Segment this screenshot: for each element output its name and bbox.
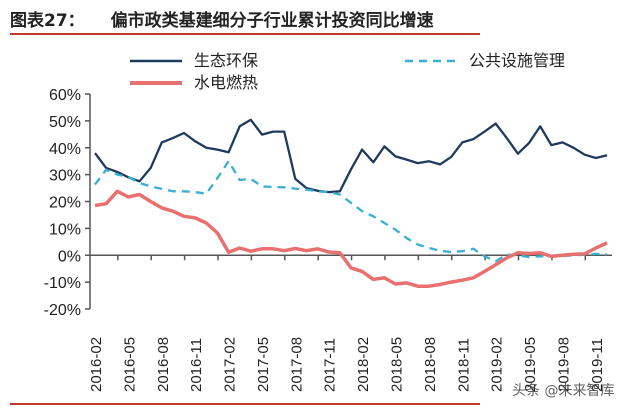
y-tick-label: 50% [49,114,81,131]
y-tick-label: -10% [44,275,81,292]
x-tick-label: 2016-02 [88,337,105,392]
y-tick-label: 60% [49,87,81,104]
y-tick-label: 0% [58,248,81,265]
x-tick-label: 2018-08 [422,337,439,392]
x-tick-label: 2018-02 [355,337,372,392]
x-tick-label: 2018-11 [455,338,472,392]
x-tick-label: 2017-05 [255,337,272,392]
title-rule [10,33,480,35]
x-tick-label: 2017-08 [288,337,305,392]
x-tick-label: 2016-08 [155,337,172,392]
watermark: 头条 @未来智库 [512,383,615,399]
y-tick-label: 30% [49,168,81,185]
figure-title-text: 偏市政类基建细分子行业累计投资同比增速 [110,11,434,31]
legend-label: 公共设施管理 [469,51,565,70]
legend-label: 生态环保 [194,51,258,70]
x-tick-label: 2017-02 [222,337,239,392]
figure-label: 图表27： [10,11,85,31]
y-tick-label: -20% [44,302,81,319]
x-tick-label: 2016-11 [188,338,205,392]
x-tick-label: 2017-11 [322,338,339,392]
series-line-1 [94,118,608,194]
x-tick-label: 2019-08 [555,337,572,392]
series-line-3 [94,189,608,288]
x-tick-label: 2019-05 [522,337,539,392]
figure-title: 图表27： 偏市政类基建细分子行业累计投资同比增速 [10,6,434,31]
y-tick-label: 20% [49,195,81,212]
x-tick-label: 2018-05 [389,337,406,392]
legend-label: 水电燃热 [194,73,258,92]
x-tick-label: 2016-05 [121,337,138,392]
bottom-rule [10,403,480,405]
y-tick-label: 10% [49,221,81,238]
x-tick-label: 2019-11 [589,338,606,392]
y-tick-label: 40% [49,141,81,158]
x-tick-label: 2019-02 [489,337,506,392]
